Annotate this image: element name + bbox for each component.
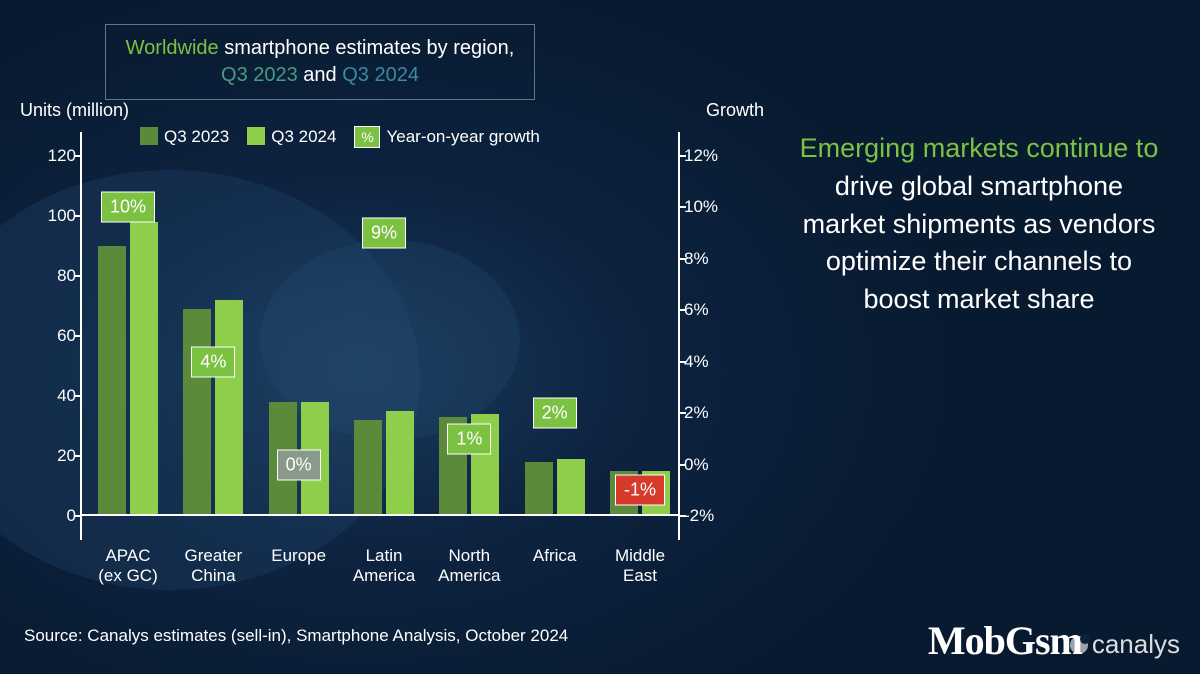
right-tick-label: 12%	[684, 146, 732, 166]
bar-q3-2023	[354, 420, 382, 516]
title-q3-2023: Q3 2023	[221, 64, 298, 86]
title-worldwide: Worldwide	[126, 37, 219, 59]
growth-value-box: 9%	[362, 218, 406, 249]
bar-group: APAC (ex GC)10%	[98, 156, 158, 516]
legend-s1-label: Q3 2023	[164, 127, 229, 146]
plot-region: 020406080100120 -2%0%2%4%6%8%10%12% APAC…	[80, 156, 680, 516]
side-rest: drive global smartphone market shipments…	[803, 171, 1156, 314]
right-tick-label: 4%	[684, 352, 732, 372]
bar-group: Middle East-1%	[610, 156, 670, 516]
bar-q3-2024	[130, 222, 158, 516]
legend-growth: % Year-on-year growth	[354, 126, 539, 148]
category-label: Latin America	[339, 546, 429, 587]
bar-group: Greater China4%	[183, 156, 243, 516]
right-axis-ticks: -2%0%2%4%6%8%10%12%	[684, 156, 732, 516]
legend-s2-label: Q3 2024	[271, 127, 336, 146]
chart-title-box: Worldwide smartphone estimates by region…	[105, 24, 535, 100]
bars-container: APAC (ex GC)10% Greater China4% Europe0% La…	[80, 156, 680, 516]
category-label: Greater China	[168, 546, 258, 587]
title-rest1: smartphone estimates by region,	[219, 37, 515, 59]
bar-q3-2024	[386, 411, 414, 516]
bar-group: Europe0%	[269, 156, 329, 516]
left-tick-label: 80	[32, 266, 76, 286]
growth-value-box: 0%	[277, 449, 321, 480]
growth-value-box: 10%	[101, 192, 155, 223]
bar-group: Africa2%	[525, 156, 585, 516]
bar-q3-2023	[183, 309, 211, 516]
left-tick-label: 40	[32, 386, 76, 406]
left-tick-label: 0	[32, 506, 76, 526]
category-label: North America	[424, 546, 514, 587]
bar-q3-2024	[557, 459, 585, 516]
left-axis-title: Units (million)	[20, 100, 129, 121]
left-tick-label: 100	[32, 206, 76, 226]
bar-q3-2024	[215, 300, 243, 516]
source-text: Source: Canalys estimates (sell-in), Sma…	[24, 626, 568, 646]
growth-value-box: -1%	[615, 475, 665, 506]
left-tick-label: 120	[32, 146, 76, 166]
right-tick-label: 6%	[684, 300, 732, 320]
mobgsm-logo-text: MobGsm	[928, 617, 1082, 664]
watermark: MobGsm canalys	[928, 617, 1180, 664]
title-q3-2024: Q3 2024	[342, 64, 419, 86]
right-tick-label: 0%	[684, 455, 732, 475]
category-label: Europe	[254, 546, 344, 566]
bar-q3-2023	[525, 462, 553, 516]
side-emphasis: Emerging markets continue to	[800, 133, 1159, 163]
legend-growth-symbol: %	[354, 126, 380, 148]
side-commentary: Emerging markets continue to drive globa…	[794, 130, 1164, 319]
title-and: and	[298, 64, 342, 86]
bar-group: North America1%	[439, 156, 499, 516]
category-label: Middle East	[595, 546, 685, 587]
category-label: APAC (ex GC)	[83, 546, 173, 587]
right-axis-title: Growth	[706, 100, 764, 121]
legend-s2: Q3 2024	[247, 127, 336, 147]
growth-value-box: 1%	[447, 423, 491, 454]
left-axis-ticks: 020406080100120	[32, 156, 76, 516]
legend: Q3 2023 Q3 2024 % Year-on-year growth	[140, 126, 540, 148]
legend-growth-label: Year-on-year growth	[386, 127, 539, 146]
right-tick-label: -2%	[684, 506, 732, 526]
canalys-logo-icon	[1070, 636, 1088, 654]
category-label: Africa	[510, 546, 600, 566]
canalys-logo: canalys	[1070, 629, 1180, 660]
bar-q3-2023	[98, 246, 126, 516]
left-tick-label: 20	[32, 446, 76, 466]
growth-value-box: 2%	[533, 398, 577, 429]
bar-group: Latin America9%	[354, 156, 414, 516]
growth-value-box: 4%	[191, 346, 235, 377]
chart-area: Units (million) Growth Q3 2023 Q3 2024 %…	[20, 100, 760, 580]
left-tick-label: 60	[32, 326, 76, 346]
canalys-logo-text: canalys	[1092, 629, 1180, 660]
legend-s1: Q3 2023	[140, 127, 229, 147]
right-tick-label: 10%	[684, 197, 732, 217]
right-tick-label: 2%	[684, 403, 732, 423]
right-tick-label: 8%	[684, 249, 732, 269]
